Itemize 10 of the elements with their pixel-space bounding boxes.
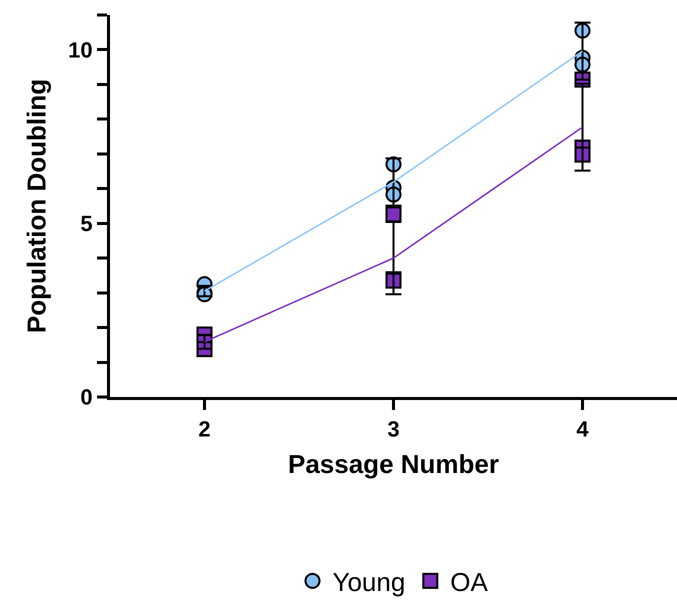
y-tick-label: 5	[80, 211, 93, 236]
x-tick-label: 4	[576, 416, 590, 442]
y-tick-label: 10	[68, 37, 93, 62]
y-tick-label: 0	[80, 384, 93, 410]
x-axis-title: Passage Number	[288, 449, 499, 480]
x-tick-label: 2	[198, 416, 211, 442]
legend-label: Young	[332, 566, 406, 597]
y-axis-title: Population Doubling	[22, 78, 52, 334]
legend-label: OA	[450, 566, 489, 597]
x-tick-label: 3	[387, 416, 400, 442]
